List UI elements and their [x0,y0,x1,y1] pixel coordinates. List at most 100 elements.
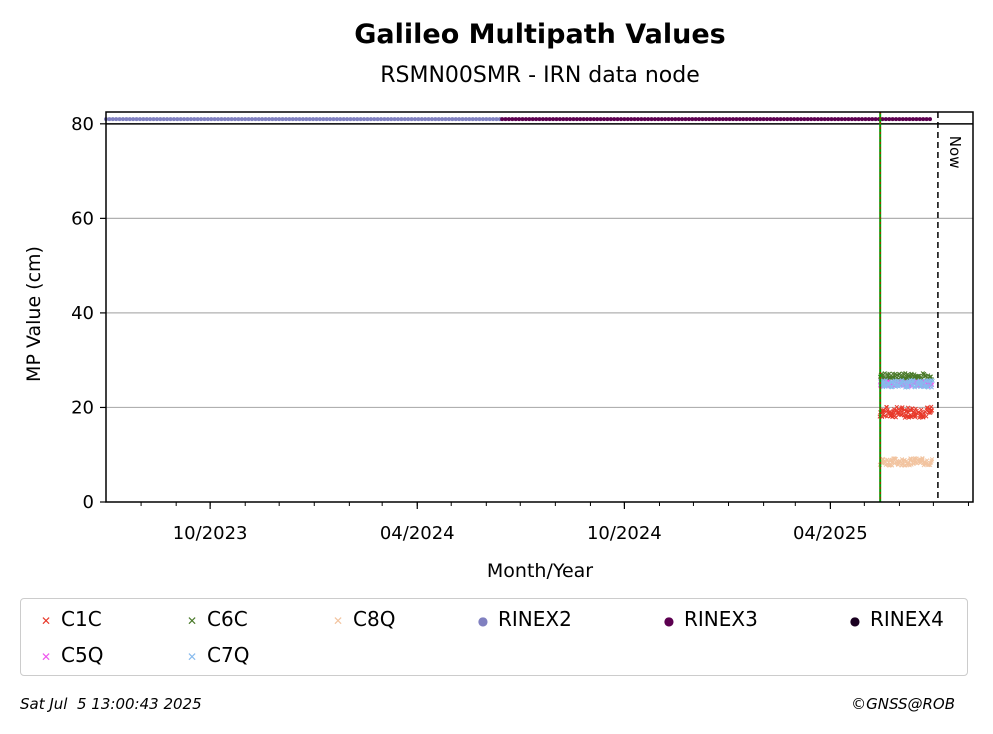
series-point-rinex3 [520,117,525,122]
series-point-rinex2 [185,117,190,122]
series-point-rinex2 [423,117,428,122]
series-point-rinex3 [775,117,780,122]
series-point-rinex2 [107,117,112,122]
series-point-rinex3 [537,117,542,122]
series-point-rinex3 [612,117,617,122]
chart-subtitle: RSMN00SMR - IRN data node [380,63,700,88]
series-point-c7q [886,381,891,386]
series-point-c1c [911,410,916,415]
series-point-c7q [929,385,934,390]
series-point-rinex2 [457,117,462,122]
series-point-c1c [908,414,914,420]
series-point-rinex3 [635,117,640,122]
series-point-rinex3 [598,117,603,122]
y-tick-label: 0 [83,492,94,513]
series-point-c7q [922,384,927,389]
series-point-rinex3 [853,117,858,122]
series-point-rinex2 [358,117,363,122]
series-point-rinex2 [446,117,451,122]
legend-label: C1C [61,607,102,631]
series-point-rinex2 [124,117,129,122]
series-point-rinex3 [639,117,644,122]
series-point-rinex2 [321,117,326,122]
series-point-c7q [911,379,916,384]
x-axis-label: Month/Year [487,560,593,582]
legend-label: C5Q [61,643,104,667]
series-point-rinex3 [911,117,916,122]
series-point-rinex2 [110,117,115,122]
series-point-c6c [928,374,934,379]
series-point-c1c [913,413,918,419]
series-point-rinex3 [795,117,800,122]
series-point-rinex3 [927,117,932,122]
legend-item-c8q: ✕ C8Q [331,607,395,633]
series-point-rinex3 [717,117,722,122]
y-tick-label: 80 [71,114,94,135]
series-point-rinex3 [700,117,705,122]
series-point-rinex3 [897,117,902,122]
legend-item-c7q: ✕ C7Q [185,643,249,669]
series-point-rinex3 [880,117,885,122]
series-point-rinex3 [707,117,712,122]
series-point-rinex3 [819,117,824,122]
y-tick-label: 60 [71,208,94,229]
series-point-rinex3 [564,117,569,122]
series-point-rinex3 [517,117,522,122]
series-point-rinex2 [178,117,183,122]
series-point-rinex2 [409,117,414,122]
series-point-rinex2 [317,117,322,122]
series-point-rinex3 [890,117,895,122]
series-point-rinex3 [557,117,562,122]
series-point-rinex3 [822,117,827,122]
series-point-rinex3 [666,117,671,122]
y-axis-label: MP Value (cm) [23,246,45,382]
series-point-c7q [911,378,916,383]
legend-marker-icon: ✕ [40,613,52,628]
series-point-rinex2 [188,117,193,122]
series-point-rinex3 [832,117,837,122]
series-point-rinex2 [263,117,268,122]
series-point-rinex3 [656,117,661,122]
legend-marker-icon: ✕ [332,613,344,628]
series-point-rinex2 [406,117,411,122]
series-point-rinex3 [873,117,878,122]
series-point-rinex3 [690,117,695,122]
series-point-rinex3 [649,117,654,122]
series-point-rinex3 [860,117,865,122]
series-point-rinex3 [856,117,861,122]
series-point-rinex3 [632,117,637,122]
series-point-rinex3 [846,117,851,122]
series-point-rinex2 [209,117,214,122]
series-point-c7q [930,378,935,383]
series-point-rinex2 [379,117,384,122]
axes: Now 0 20 40 60 80 10/2023 04/2024 10/2024 04/2025 [71,111,974,544]
series-point-rinex3 [540,117,545,122]
series-point-rinex2 [419,117,424,122]
series-point-rinex2 [399,117,404,122]
series-point-rinex2 [402,117,407,122]
series-point-rinex2 [494,117,499,122]
series-point-rinex2 [280,117,285,122]
series-point-rinex2 [137,117,142,122]
series-point-rinex3 [561,117,566,122]
series-point-rinex3 [680,117,685,122]
series-point-rinex2 [260,117,265,122]
plot-frame [105,111,974,503]
legend-marker-icon: ✕ [186,649,198,664]
series-point-rinex3 [547,117,552,122]
series-point-rinex2 [311,117,316,122]
series-point-rinex2 [412,117,417,122]
series-point-rinex2 [463,117,468,122]
series-point-rinex3 [727,117,732,122]
legend-marker-icon: ● [477,613,489,628]
series-point-rinex3 [625,117,630,122]
series-point-rinex2 [433,117,438,122]
series-point-rinex3 [513,117,518,122]
series-point-rinex2 [348,117,353,122]
series-point-c1c [882,409,887,414]
series-point-c1c [902,415,907,420]
series-point-rinex2 [314,117,319,122]
series-point-rinex3 [904,117,909,122]
series-point-rinex2 [222,117,227,122]
series-point-rinex2 [328,117,333,122]
